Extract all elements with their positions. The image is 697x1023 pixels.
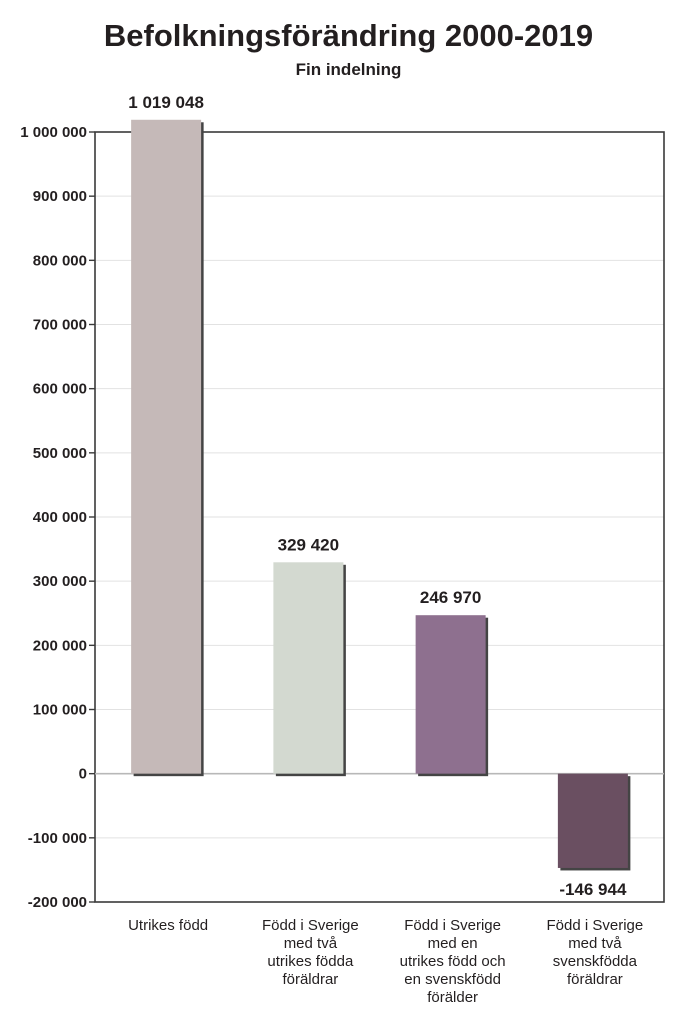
category-label-line: med två [284, 935, 338, 952]
category-label-line: Utrikes född [128, 917, 208, 934]
y-tick-label: 0 [79, 766, 87, 783]
data-label: 246 970 [420, 588, 481, 607]
category-label-line: utrikes född och [400, 953, 506, 970]
y-tick-label: 700 000 [33, 317, 87, 334]
category-label-line: Född i Sverige [262, 917, 359, 934]
y-tick-label: 600 000 [33, 381, 87, 398]
y-tick-label: 1 000 000 [20, 124, 87, 141]
bar [131, 119, 202, 774]
category-label-line: med en [428, 935, 478, 952]
y-tick-label: 500 000 [33, 445, 87, 462]
y-tick-label: 300 000 [33, 573, 87, 590]
y-tick-label: -200 000 [28, 894, 87, 911]
data-label: 329 420 [278, 535, 339, 554]
category-label-line: med två [568, 935, 622, 952]
bar [415, 615, 486, 774]
chart-title: Befolkningsförändring 2000-2019 [103, 18, 594, 53]
category-label-line: förälder [427, 989, 478, 1006]
category-label-line: en svenskfödd [404, 971, 501, 988]
category-label: Född i Sverige med två svenskfödda föräldra… [547, 917, 644, 988]
y-tick-label: 800 000 [33, 252, 87, 269]
y-tick-label: 200 000 [33, 637, 87, 654]
category-label-line: Född i Sverige [547, 917, 644, 934]
category-label-line: föräldrar [282, 971, 338, 988]
y-tick-label: 100 000 [33, 702, 87, 719]
y-tick-label: -100 000 [28, 830, 87, 847]
bar [557, 773, 628, 868]
category-label-line: utrikes födda [267, 953, 354, 970]
bar [273, 562, 344, 774]
data-label: -146 944 [559, 880, 627, 899]
chart-subtitle: Fin indelning [295, 60, 402, 79]
data-label: 1 019 048 [128, 93, 204, 112]
category-label-line: föräldrar [567, 971, 623, 988]
y-tick-label: 400 000 [33, 509, 87, 526]
category-label: Född i Sverige med en utrikes född och en s… [400, 917, 506, 1006]
category-label: Född i Sverige med två utrikes födda föräld… [262, 917, 359, 988]
category-label: Utrikes född [128, 917, 208, 934]
category-label-line: svenskfödda [553, 953, 638, 970]
y-tick-label: 900 000 [33, 188, 87, 205]
category-label-line: Född i Sverige [404, 917, 501, 934]
